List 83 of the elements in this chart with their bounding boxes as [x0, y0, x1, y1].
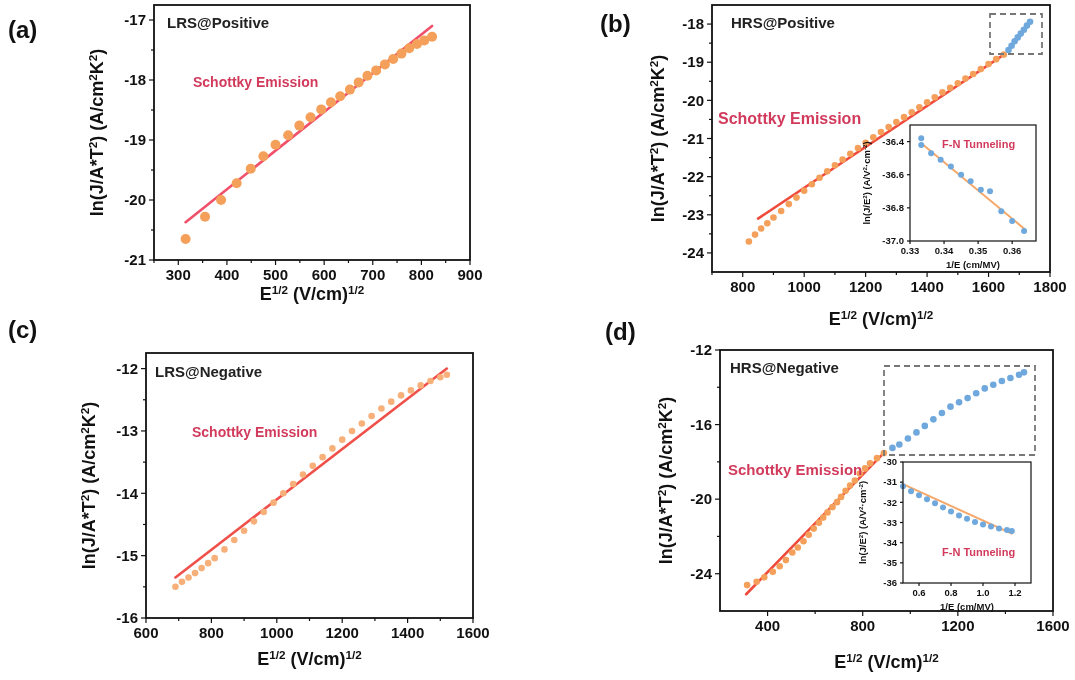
x-tick-label: 1200: [325, 624, 359, 641]
x-tick-label: 0.35: [968, 244, 989, 256]
x-tick-label: 800: [408, 266, 434, 283]
x-tick-label: 1600: [971, 278, 1006, 295]
y-tick-label: -35: [883, 557, 898, 569]
y-tick-label: -12: [116, 359, 138, 377]
x-axis-title: E$^{1/2}$ (V/cm)$^{1/2}$: [257, 647, 363, 669]
x-tick-label: 1.0: [976, 586, 990, 598]
x-tick-label: 500: [263, 266, 289, 283]
y-tick-label: -12: [690, 341, 712, 359]
annotation: Schottky Emission: [193, 74, 319, 90]
y-tick-label: -18: [682, 15, 704, 33]
annotation: LRS@Negative: [155, 363, 263, 380]
y-tick-label: -20: [682, 91, 704, 109]
x-tick-label: 1800: [1033, 278, 1067, 295]
x-tick-label: 0.34: [934, 244, 955, 256]
x-tick-label: 0.8: [944, 586, 958, 598]
x-tick-label: 400: [214, 266, 240, 283]
y-tick-label: -31: [883, 476, 898, 488]
annotation: HRS@Negative: [730, 359, 839, 376]
x-tick-label: 0.36: [1002, 244, 1022, 256]
y-tick-label: -24: [690, 564, 713, 582]
y-tick-label: -33: [883, 516, 897, 528]
x-tick-label: 600: [133, 624, 159, 641]
x-tick-label: 1600: [1036, 617, 1070, 634]
x-tick-label: 0.6: [912, 586, 926, 598]
y-tick-label: -30: [883, 456, 897, 468]
x-tick-label: 700: [360, 266, 386, 283]
y-tick-label: -24: [682, 244, 705, 262]
x-axis-title: E$^{1/2}$ (V/cm)$^{1/2}$: [259, 282, 365, 304]
y-tick-label: -36.8: [882, 202, 904, 214]
x-tick-label: 1400: [390, 624, 425, 641]
y-tick-label: -36.6: [882, 169, 904, 181]
y-tick-label: -36: [883, 577, 897, 589]
annotation: F-N Tunneling: [942, 138, 1016, 150]
x-tick-label: 600: [311, 266, 337, 283]
x-tick-label: 800: [730, 278, 756, 295]
x-tick-label: 900: [457, 266, 483, 283]
y-tick-label: -34: [883, 536, 898, 548]
annotation: Schottky Emission: [718, 110, 862, 127]
y-tick-label: -23: [682, 206, 704, 224]
x-axis-title: 1/E (cm/MV): [940, 601, 994, 612]
annotation: F-N Tunneling: [942, 546, 1016, 558]
y-tick-label: -20: [124, 191, 146, 209]
x-axis-title: E$^{1/2}$ (V/cm)$^{1/2}$: [828, 307, 934, 329]
x-axis-title: E$^{1/2}$ (V/cm)$^{1/2}$: [834, 650, 940, 672]
y-tick-label: -18: [124, 71, 146, 89]
x-tick-label: 1600: [456, 624, 490, 641]
y-tick-label: -13: [116, 422, 138, 440]
y-tick-label: -19: [124, 131, 146, 149]
x-tick-label: 1200: [941, 617, 975, 634]
annotation: Schottky Emission: [728, 461, 863, 478]
text: (a): [8, 16, 38, 43]
annotation: HRS@Positive: [731, 14, 835, 31]
y-tick-label: -36.4: [882, 135, 905, 147]
x-tick-label: 800: [850, 617, 876, 634]
x-tick-label: 0.33: [900, 244, 920, 256]
y-tick-label: -20: [690, 490, 712, 508]
chart-title: (b): [600, 10, 631, 37]
x-tick-label: 300: [165, 266, 191, 283]
x-axis-title: 1/E (cm/MV): [946, 259, 1000, 270]
x-tick-label: 1200: [848, 278, 883, 295]
y-tick-label: -16: [116, 609, 138, 627]
y-tick-label: -17: [124, 11, 146, 29]
y-tick-label: -22: [682, 167, 704, 185]
y-tick-label: -16: [690, 415, 712, 433]
annotation: LRS@Positive: [167, 14, 270, 31]
chart-title: (d): [605, 318, 636, 345]
x-tick-label: 1000: [787, 278, 821, 295]
y-tick-label: -14: [116, 484, 139, 502]
x-tick-label: 1.2: [1008, 586, 1022, 598]
y-tick-label: -37.0: [882, 235, 904, 247]
x-tick-label: 1400: [910, 278, 944, 295]
y-tick-label: -32: [883, 496, 897, 508]
y-tick-label: -21: [124, 251, 146, 269]
y-tick-label: -15: [116, 546, 138, 564]
chart-title: (c): [8, 316, 38, 343]
annotation: Schottky Emission: [192, 424, 318, 440]
y-tick-label: -19: [682, 53, 704, 71]
y-tick-label: -21: [682, 129, 704, 147]
x-tick-label: 1000: [260, 624, 294, 641]
x-tick-label: 400: [755, 617, 781, 634]
x-tick-label: 800: [198, 624, 224, 641]
